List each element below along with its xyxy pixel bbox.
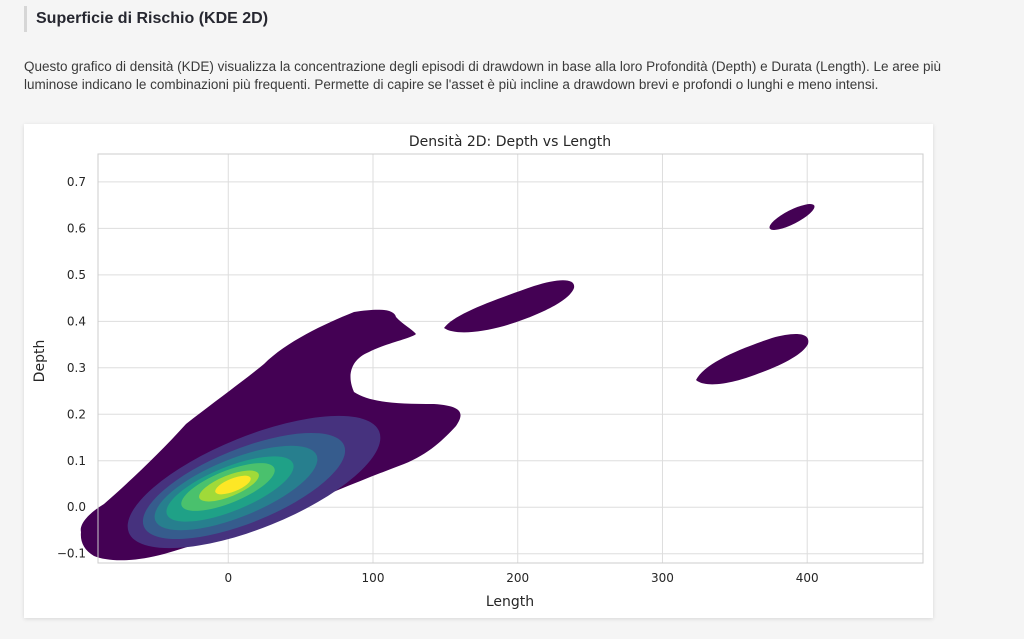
density-contours — [80, 204, 815, 561]
cluster-length-190 — [444, 280, 575, 333]
kde-chart: Densità 2D: Depth vs Length 0 100 200 300 40… — [32, 134, 924, 610]
x-tick-label: 400 — [796, 571, 819, 585]
y-axis-label: Depth — [32, 340, 48, 383]
x-tick-label: 0 — [224, 571, 232, 585]
x-axis-label: Length — [486, 594, 534, 610]
density-level-8 — [215, 475, 251, 495]
cluster-length-360 — [696, 334, 809, 385]
y-tick-label: 0.4 — [67, 314, 86, 328]
section-header: Superficie di Rischio (KDE 2D) — [24, 6, 268, 32]
section-title: Superficie di Rischio (KDE 2D) — [36, 10, 269, 27]
x-tick-label: 200 — [506, 571, 529, 585]
chart-title: Densità 2D: Depth vs Length — [409, 134, 611, 150]
y-tick-label: 0.1 — [67, 454, 86, 468]
y-tick-label: 0.3 — [67, 361, 86, 375]
y-axis-ticks: −0.1 0.0 0.1 0.2 0.3 0.4 0.5 0.6 0.7 — [57, 175, 86, 561]
x-tick-label: 300 — [651, 571, 674, 585]
y-tick-label: 0.2 — [67, 407, 86, 421]
x-tick-label: 100 — [362, 571, 385, 585]
y-tick-label: 0.6 — [67, 221, 86, 235]
description-text: Questo grafico di densità (KDE) visualiz… — [24, 59, 942, 92]
x-axis-ticks: 0 100 200 300 400 — [224, 571, 818, 585]
y-tick-label: −0.1 — [57, 547, 86, 561]
y-tick-label: 0.0 — [67, 500, 86, 514]
y-tick-label: 0.7 — [67, 175, 86, 189]
y-tick-label: 0.5 — [67, 268, 86, 282]
chart-card: Densità 2D: Depth vs Length 0 100 200 300 40… — [24, 124, 933, 618]
plot-frame — [97, 153, 924, 564]
cluster-length-390 — [769, 204, 815, 230]
